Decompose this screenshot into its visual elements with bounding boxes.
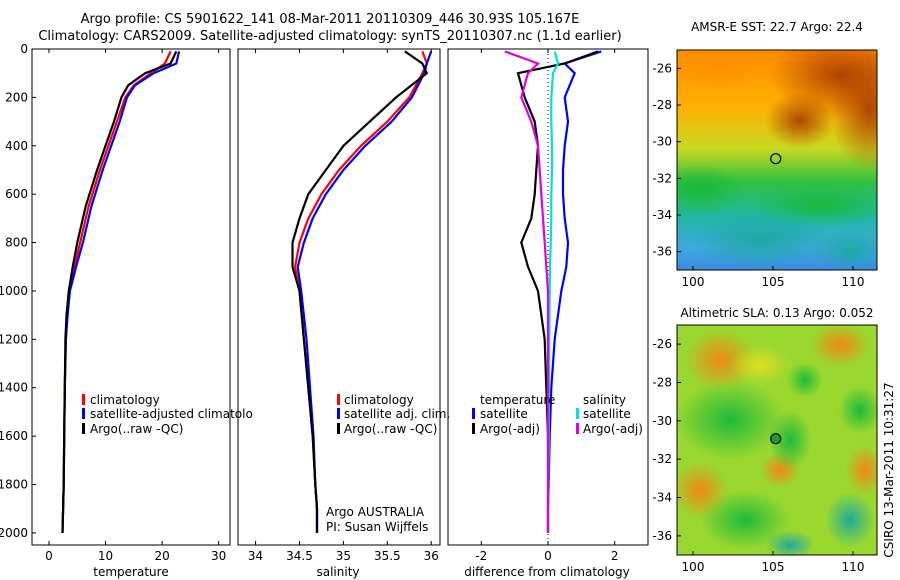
series-line-satellite-adjusted-climatology [61,51,181,533]
x-tick-label: 0 [544,549,552,563]
series-line-temperature-argo-adj [516,50,599,533]
legend-label-climatology: climatology [90,393,160,407]
sst-map: AMSR-E SST: 22.7 Argo: 22.4 100 105 110 -2… [652,20,878,289]
legend-label-satellite-adj: satellite adj. clim. [344,407,450,421]
salinity-xlabel: salinity [316,565,359,579]
y-tick-label: 200 [5,90,28,104]
series-line-climatology [61,50,172,533]
map-x-tick-label: 105 [762,275,785,289]
map-y-tick-label: -36 [652,245,672,259]
y-tick-label: 0 [20,42,28,56]
y-tick-label: 2000 [0,526,28,540]
sst-map-frame [676,49,878,271]
y-tick-label: 1200 [0,332,28,346]
map-y-tick-label: -34 [652,208,672,222]
legend-swatch-climatology [82,394,85,405]
difference-panel: -2 0 2 difference from climatology tempera… [447,48,649,579]
figure-title-line1: Argo profile: CS 5901622_141 08-Mar-2011… [80,12,580,27]
argo-position-marker [770,433,782,445]
legend-swatch-argo [337,423,340,434]
x-tick-label: 2 [611,549,619,563]
map-y-tick-label: -32 [652,171,672,185]
temperature-legend: climatology satellite-adjusted climatolo… [82,393,253,436]
x-tick-label: 34 [248,549,263,563]
map-y-tick-label: -28 [652,376,672,390]
sla-map-title: Altimetric SLA: 0.13 Argo: 0.052 [680,306,873,320]
series-line-argo-raw-qc [291,50,429,533]
salinity-panel: 34 34.5 35 35.5 36 salinity climatology sate… [237,48,450,579]
y-tick-label: 600 [5,187,28,201]
series-line-argo-raw-qc [61,50,178,533]
y-tick-label: 1600 [0,429,28,443]
legend-header-temperature: temperature [480,393,555,407]
map-y-tick-label: -30 [652,414,672,428]
map-x-tick-label: 100 [682,275,705,289]
sst-field [677,50,877,270]
legend-label-temp-argo: Argo(-adj) [480,422,540,436]
salinity-legend: climatology satellite adj. clim. Argo(..… [337,393,450,436]
x-tick-label: 35.5 [374,549,401,563]
legend-label-sal-argo: Argo(-adj) [583,422,643,436]
series-line-temperature-satellite [546,50,602,533]
temperature-panel: 0 10 20 30 0 200 400 600 800 1000 1200 1400 1600 180… [0,42,253,579]
legend-swatch-sal-satellite [576,408,579,419]
map-y-tick-label: -28 [652,98,672,112]
map-x-tick-label: 110 [842,275,865,289]
legend-swatch-sal-argo [576,423,579,434]
y-tick-label: 1400 [0,381,28,395]
x-tick-label: 34.5 [286,549,313,563]
y-tick-label: 400 [5,139,28,153]
figure-title-line2: Climatology: CARS2009. Satellite-adjuste… [38,29,622,44]
x-tick-label: 36 [424,549,439,563]
argo-position-marker [770,153,782,165]
annotation-argo-australia: Argo AUSTRALIA [326,505,425,519]
x-tick-label: 30 [211,549,226,563]
sla-map: Altimetric SLA: 0.13 Argo: 0.052 100 105 1… [652,306,878,574]
series-line-salinity-satellite [546,51,560,533]
map-y-tick-label: -26 [652,61,672,75]
map-y-tick-label: -26 [652,337,672,351]
legend-label-climatology: climatology [344,393,414,407]
x-tick-label: -2 [475,549,487,563]
legend-swatch-argo [82,423,85,434]
legend-header-salinity: salinity [583,393,626,407]
x-tick-label: 20 [154,549,169,563]
legend-label-temp-satellite: satellite [480,407,528,421]
x-tick-label: 0 [45,549,53,563]
y-tick-label: 1000 [0,284,28,298]
temperature-axes-frame [31,48,231,546]
temperature-xlabel: temperature [93,565,168,579]
difference-legend: temperature salinity satellite Argo(-adj… [472,393,643,436]
map-y-tick-label: -32 [652,452,672,466]
legend-swatch-temp-satellite [472,408,475,419]
sst-map-title: AMSR-E SST: 22.7 Argo: 22.4 [691,20,863,34]
legend-label-satellite-adjusted: satellite-adjusted climatolo [90,407,253,421]
legend-label-argo: Argo(..raw -QC) [90,422,183,436]
series-line-salinity-argo-adj [504,50,550,533]
side-timestamp-label: CSIRO 13-Mar-2011 10:31:27 [882,382,896,557]
salinity-axes-frame [237,48,441,546]
map-x-tick-label: 110 [842,560,865,574]
difference-xlabel: difference from climatology [464,565,630,579]
series-line-satellite-adj-clim [296,51,433,533]
legend-label-sal-satellite: satellite [583,407,631,421]
x-tick-label: 10 [98,549,113,563]
x-tick-label: 35 [336,549,351,563]
legend-swatch-climatology [337,394,340,405]
legend-label-argo: Argo(..raw -QC) [344,422,437,436]
y-tick-label: 1800 [0,478,28,492]
map-x-tick-label: 105 [762,560,785,574]
sla-map-frame [676,324,878,556]
map-x-tick-label: 100 [682,560,705,574]
map-y-tick-label: -30 [652,135,672,149]
annotation-pi: PI: Susan Wijffels [326,520,428,534]
y-tick-label: 800 [5,236,28,250]
legend-swatch-satellite-adj [337,408,340,419]
legend-swatch-satellite-adjusted [82,408,85,419]
map-y-tick-label: -36 [652,529,672,543]
legend-swatch-temp-argo [472,423,475,434]
map-y-tick-label: -34 [652,491,672,505]
